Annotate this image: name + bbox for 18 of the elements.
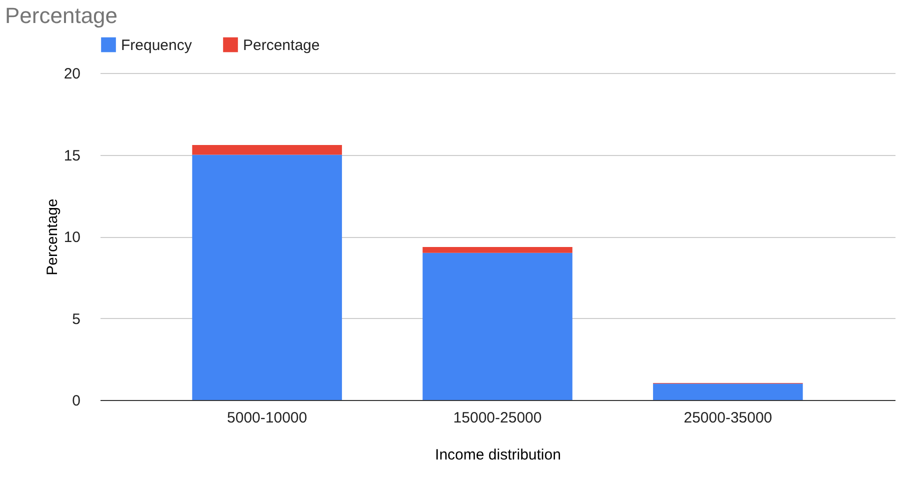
bar [192,144,342,155]
y-tick-label: 20 [64,66,80,82]
bar [422,252,572,400]
x-tick-label: 15000-25000 [453,410,542,426]
x-axis-title: Income distribution [435,446,561,464]
y-tick-label: 5 [72,310,80,328]
y-tick-label: 15 [64,147,80,164]
legend-label: Percentage [243,36,320,54]
y-tick-label: 0 [72,392,80,410]
bar [192,154,342,400]
x-tick-label: 25000-35000 [684,410,772,426]
legend-label: Frequency [121,36,192,54]
x-tick-label: 5000-10000 [227,410,308,426]
chart-title: Percentage [5,3,118,28]
bar [422,246,572,253]
bar [653,384,803,400]
y-axis-title: Percentage [44,198,61,276]
y-tick-label: 10 [64,229,80,246]
